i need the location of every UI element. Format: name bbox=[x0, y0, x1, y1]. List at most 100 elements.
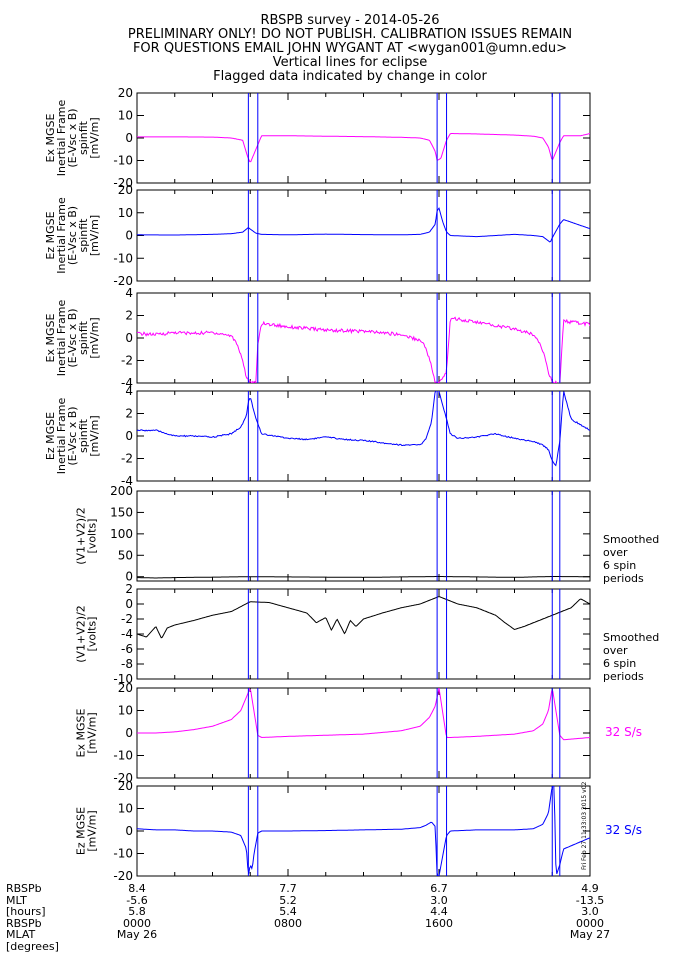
ephemeris-column: 6.7 3.0 4.4 1600 bbox=[409, 883, 469, 941]
ephemeris-value: 7.7 bbox=[279, 882, 297, 895]
ephem-label-degrees: [degrees] bbox=[6, 939, 59, 953]
y-tick-label: 2 bbox=[125, 309, 133, 323]
y-axis-label-line: [mV/m] bbox=[88, 215, 101, 256]
ephem-label-hours: [hours] bbox=[6, 905, 46, 918]
smoothing-note-line: over bbox=[603, 546, 628, 559]
y-tick-label: 2 bbox=[125, 582, 133, 596]
ephemeris-value: 4.4 bbox=[430, 905, 448, 918]
y-axis-label-line: (E-Vsc x B) bbox=[66, 108, 79, 167]
y-tick-label: -10 bbox=[113, 847, 133, 861]
y-axis-label-line: [mV/m] bbox=[88, 317, 101, 358]
ephemeris-value: 5.4 bbox=[279, 905, 297, 918]
y-tick-label: -8 bbox=[121, 657, 133, 671]
smoothing-note-line: 6 spin bbox=[603, 657, 637, 670]
y-tick-label: 0 bbox=[125, 597, 133, 611]
ephemeris-value: 5.2 bbox=[279, 893, 297, 907]
series-line bbox=[137, 207, 590, 243]
ephemeris-value: 8.4 bbox=[128, 882, 146, 895]
ephemeris-row-labels: RBSPb MLT [hours] RBSPb MLAT [degrees] bbox=[6, 883, 59, 952]
series-line bbox=[137, 316, 590, 383]
series-line bbox=[137, 595, 590, 639]
y-tick-label: -10 bbox=[113, 749, 133, 763]
sample-rate-label: 32 S/s bbox=[605, 823, 642, 837]
ephemeris-value bbox=[409, 929, 469, 941]
y-tick-label: -10 bbox=[113, 251, 133, 265]
y-axis-label-line: Ez MGSE bbox=[44, 211, 57, 259]
y-tick-label: 150 bbox=[110, 505, 133, 519]
y-tick-label: 10 bbox=[118, 802, 133, 816]
version-stamp: Fri Feb 27 11:33:03 2015 v02 bbox=[581, 781, 588, 870]
panel-frame bbox=[136, 189, 591, 282]
smoothing-note: Smoothed over 6 spin periods bbox=[603, 631, 659, 683]
y-axis-label-line: (E-Vsc x B) bbox=[66, 406, 79, 465]
y-tick-label: 50 bbox=[118, 548, 133, 562]
y-tick-label: -20 bbox=[113, 176, 133, 190]
ephemeris-value: 1600 bbox=[425, 916, 453, 930]
y-tick-label: 20 bbox=[118, 86, 133, 100]
y-tick-label: 0 bbox=[125, 131, 133, 145]
title-line-1: RBSPB survey - 2014-05-26 bbox=[260, 13, 440, 28]
y-tick-label: -4 bbox=[121, 627, 133, 641]
y-tick-label: -4 bbox=[121, 376, 133, 390]
panel-5: 200 150 100 50 0 (V1+V2)/2[volts] bbox=[75, 484, 591, 584]
y-tick-label: 0 bbox=[125, 824, 133, 838]
ephemeris-value: 0000 bbox=[123, 916, 151, 930]
y-axis-label-line: [mV/m] bbox=[88, 117, 101, 158]
title-line-2: PRELIMINARY ONLY! DO NOT PUBLISH. CALIBR… bbox=[127, 27, 573, 42]
y-tick-label: 10 bbox=[118, 206, 133, 220]
y-tick-label: -20 bbox=[113, 869, 133, 883]
title-line-5: Flagged data indicated by change in colo… bbox=[213, 69, 487, 84]
y-tick-label: 20 bbox=[118, 183, 133, 197]
panel-frame bbox=[136, 92, 591, 184]
ephem-label-mlat: MLAT bbox=[6, 928, 36, 941]
y-axis-label-line: [volts] bbox=[86, 617, 99, 652]
title-line-4: Vertical lines for eclipse bbox=[272, 55, 428, 70]
y-axis-label-line: spinfit bbox=[77, 218, 90, 253]
y-axis-label-line: (V1+V2)/2 bbox=[75, 605, 88, 663]
ephem-label-mlt: MLT bbox=[6, 893, 27, 907]
y-tick-label: 0 bbox=[125, 331, 133, 345]
y-tick-label: 0 bbox=[125, 726, 133, 740]
y-tick-label: 0 bbox=[125, 570, 133, 584]
y-tick-label: -2 bbox=[121, 452, 133, 466]
y-tick-label: 4 bbox=[125, 286, 133, 300]
series-line bbox=[137, 391, 590, 467]
y-tick-label: 0 bbox=[125, 429, 133, 443]
y-axis-label-line: Ex MGSE bbox=[75, 708, 88, 757]
smoothing-note: Smoothed over 6 spin periods bbox=[603, 533, 659, 585]
y-axis-label-line: Inertial Frame bbox=[55, 100, 68, 177]
panel-7: 20 10 0 -10 -20 Ex MGSE[mV/m] bbox=[75, 681, 591, 785]
y-tick-label: 20 bbox=[118, 779, 133, 793]
panel-frame bbox=[136, 292, 591, 384]
smoothing-note-line: 6 spin bbox=[603, 559, 637, 572]
y-axis-label-line: spinfit bbox=[77, 418, 90, 453]
ephem-label-rbspb-2: RBSPb bbox=[6, 916, 42, 930]
y-tick-label: -6 bbox=[121, 642, 133, 656]
panel-frame bbox=[136, 588, 591, 680]
y-axis-label-line: Ex MGSE bbox=[44, 313, 57, 362]
smoothing-note-line: periods bbox=[603, 670, 644, 683]
ephemeris-value: -13.5 bbox=[575, 893, 605, 907]
ephemeris-value: May 26 bbox=[116, 928, 158, 941]
y-tick-label: -20 bbox=[113, 274, 133, 288]
panel-6: 20-2-4-6-8-10 (V1+V2)/2[volts] bbox=[75, 582, 591, 686]
ephemeris-column: 4.9 -13.5 3.0 0000 May 27 bbox=[560, 883, 620, 941]
y-tick-label: 2 bbox=[125, 407, 133, 421]
y-axis-label-line: Inertial Frame bbox=[55, 398, 68, 475]
y-axis-label-line: (E-Vsc x B) bbox=[66, 206, 79, 265]
y-tick-label: -2 bbox=[121, 612, 133, 626]
y-tick-label: 10 bbox=[118, 109, 133, 123]
y-axis-label-line: Ez MGSE bbox=[75, 807, 88, 855]
ephemeris-value: May 27 bbox=[569, 928, 611, 941]
ephemeris-value: 6.7 bbox=[430, 882, 448, 895]
smoothing-note-line: Smoothed bbox=[603, 631, 660, 644]
series-line bbox=[137, 786, 590, 876]
y-tick-label: -10 bbox=[113, 672, 133, 686]
y-axis-label-line: (E-Vsc x B) bbox=[66, 308, 79, 367]
smoothing-note-line: over bbox=[603, 644, 628, 657]
y-axis-label-line: [volts] bbox=[86, 519, 99, 554]
y-tick-label: -2 bbox=[121, 354, 133, 368]
